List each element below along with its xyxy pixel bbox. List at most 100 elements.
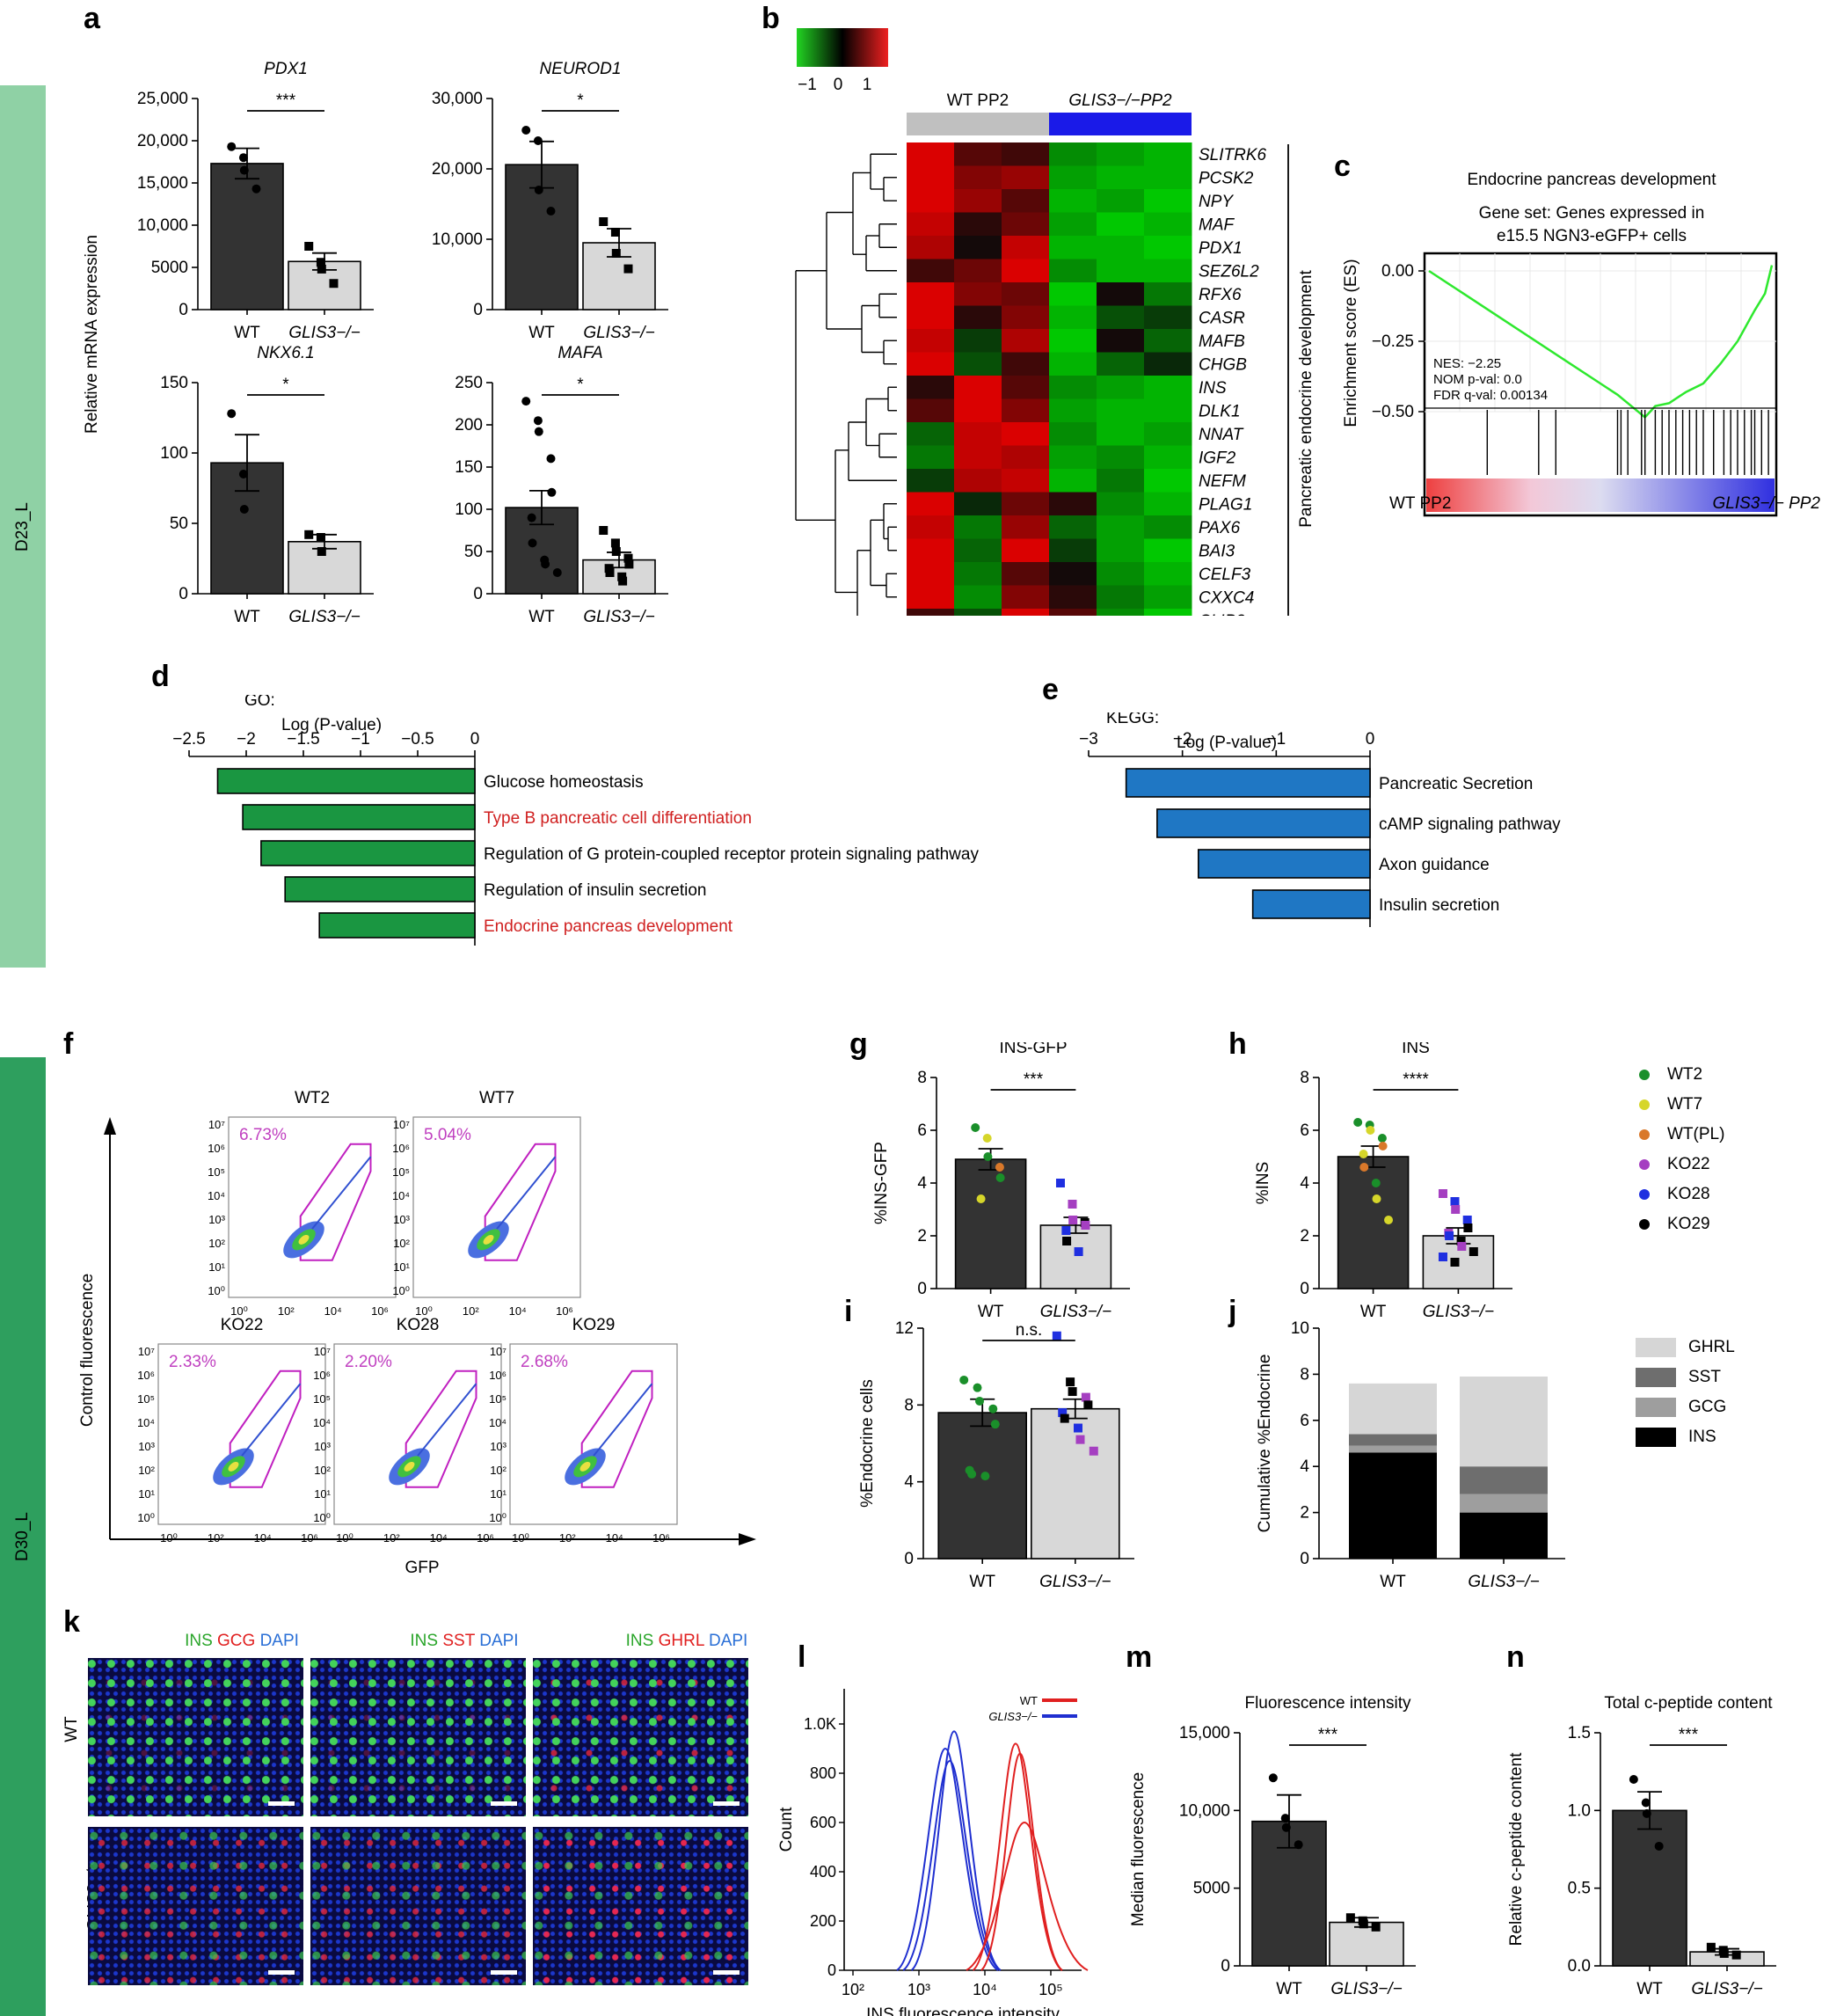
legend-label: SST — [1688, 1368, 1721, 1386]
heatmap-cell — [1049, 329, 1097, 353]
histogram-wt — [980, 1752, 1063, 1971]
scale-bar — [268, 1970, 295, 1975]
heatmap-cell — [1002, 329, 1050, 353]
data-point — [1469, 1247, 1478, 1256]
y-tick-label: 10³ — [490, 1440, 507, 1453]
heatmap-cell — [1002, 212, 1050, 237]
legend-label: WT(PL) — [1667, 1125, 1725, 1143]
panel-m: 0 5000 10,000 15,000 WT GLIS3−/− *** Fluorescen… — [1129, 1694, 1416, 1998]
heatmap-cell — [954, 585, 1002, 610]
heatmap-cell — [1144, 585, 1192, 610]
stain-header: INS SST DAPI — [359, 1632, 570, 1651]
data-point — [995, 1173, 1005, 1182]
y-tick-label: 10¹ — [138, 1487, 155, 1501]
x-tick-label: 10⁴ — [430, 1531, 448, 1545]
panel-label-c: c — [1334, 150, 1351, 183]
data-point — [990, 1420, 1000, 1429]
x-tick-label: WT — [1380, 1573, 1406, 1591]
y-axis-label: %Endocrine cells — [858, 1379, 877, 1508]
bar — [1039, 1224, 1112, 1289]
x-arrow-head — [739, 1533, 756, 1545]
y-tick-label: 0 — [179, 585, 188, 603]
x-tick-label: −1.5 — [287, 730, 320, 749]
y-arrow-head — [104, 1117, 116, 1135]
chart-title: Fluorescence intensity — [1244, 1694, 1411, 1713]
density-core — [579, 1461, 591, 1472]
data-point — [1068, 1216, 1078, 1224]
heatmap-cell — [907, 376, 955, 399]
data-point — [980, 1472, 990, 1481]
y-tick-label: 10² — [138, 1464, 155, 1477]
heatmap-cell — [1049, 189, 1097, 213]
data-point — [533, 416, 543, 426]
heatmap-cell — [1144, 212, 1192, 237]
data-point — [1060, 1413, 1069, 1423]
legend-item: SST — [1636, 1362, 1811, 1392]
stain-name: SST — [442, 1632, 480, 1650]
heatmap-cell — [1049, 212, 1097, 237]
legend-dot — [1639, 1189, 1650, 1200]
heatmap-cell — [907, 259, 955, 283]
stain-name: DAPI — [259, 1632, 299, 1650]
chart-title: PDX1 — [264, 60, 308, 78]
term-label: Endocrine pancreas development — [484, 917, 733, 936]
heatmap-cell — [1002, 376, 1050, 399]
data-point — [983, 1152, 993, 1161]
y-tick-label: 10⁶ — [137, 1369, 155, 1382]
heatmap-cell — [1049, 305, 1097, 330]
gate — [404, 1370, 477, 1488]
data-point — [610, 228, 620, 237]
micrograph — [88, 1658, 303, 1816]
data-point — [552, 568, 562, 577]
bar — [260, 840, 476, 866]
significance-label: *** — [1318, 1726, 1338, 1744]
y-tick-label: 10⁴ — [489, 1416, 507, 1429]
x-tick-label: 10² — [278, 1304, 295, 1318]
legend-label: INS — [1688, 1428, 1716, 1446]
x-tick-label: 10⁴ — [254, 1531, 272, 1545]
flow-plot-ko22: KO22 2.33% 10⁰ 10¹ 10² 10³ 10⁴ 10⁵ 10⁶ 10⁷ 10⁰ 10² 1… — [137, 1316, 326, 1545]
data-point — [1052, 1331, 1061, 1340]
panel-label-e: e — [1042, 673, 1059, 706]
panel-label-h: h — [1228, 1027, 1247, 1061]
bar — [1251, 889, 1371, 919]
heatmap-cell — [1144, 142, 1192, 166]
heatmap-cell — [954, 422, 1002, 446]
gate-percent: 2.20% — [345, 1353, 392, 1371]
legend-item: WT(PL) — [1636, 1120, 1811, 1150]
legend-dot — [1639, 1070, 1650, 1080]
heatmap-cell — [1097, 259, 1145, 283]
heatmap-cell — [1097, 562, 1145, 586]
y-tick-label: 10¹ — [314, 1487, 331, 1501]
significance-label: *** — [276, 91, 296, 110]
y-tick-label: 0 — [473, 301, 483, 319]
flow-plot-wt7: WT7 5.04% 10⁰ 10¹ 10² 10³ 10⁴ 10⁵ 10⁶ 10⁷ 10⁰ 10² 10… — [392, 1089, 581, 1318]
heatmap-cell — [1049, 142, 1097, 166]
heatmap-cell — [1097, 376, 1145, 399]
y-tick-label: 20,000 — [432, 160, 483, 179]
chart-prefix: KEGG: — [1106, 712, 1159, 727]
data-point — [317, 264, 326, 274]
data-point — [227, 409, 237, 419]
gene-label: SLITRK6 — [1199, 146, 1267, 164]
data-point — [1463, 1223, 1473, 1232]
data-point — [1372, 1194, 1381, 1203]
x-tick-label: GLIS3−/− — [583, 324, 654, 342]
heatmap-cell — [1049, 259, 1097, 283]
data-point — [304, 530, 314, 539]
heatmap-cell — [1002, 142, 1050, 166]
term-label: Regulation of insulin secretion — [484, 881, 707, 900]
x-tick-label: WT — [528, 608, 555, 626]
data-point — [599, 526, 609, 535]
y-tick-label: 200 — [810, 1912, 836, 1930]
x-tick-label: 10⁰ — [230, 1304, 248, 1318]
x-tick-label: −2.5 — [172, 730, 206, 749]
x-tick-label: 10³ — [907, 1981, 930, 1998]
gene-label: MAF — [1199, 216, 1235, 235]
data-point — [1345, 1913, 1355, 1923]
panel-l-histogram: 0 200 400 600 800 1.0K 10² 10³ 10⁴ 10⁵ Count INS fl… — [777, 1689, 1089, 2016]
heatmap-cell — [1097, 305, 1145, 330]
panel-b-heatmap: −1 0 1 WT PP2 GLIS3−/−PP2 SLITRK6 PCSK2 NPY MAF P… — [795, 28, 1315, 616]
heatmap-cell — [907, 165, 955, 190]
